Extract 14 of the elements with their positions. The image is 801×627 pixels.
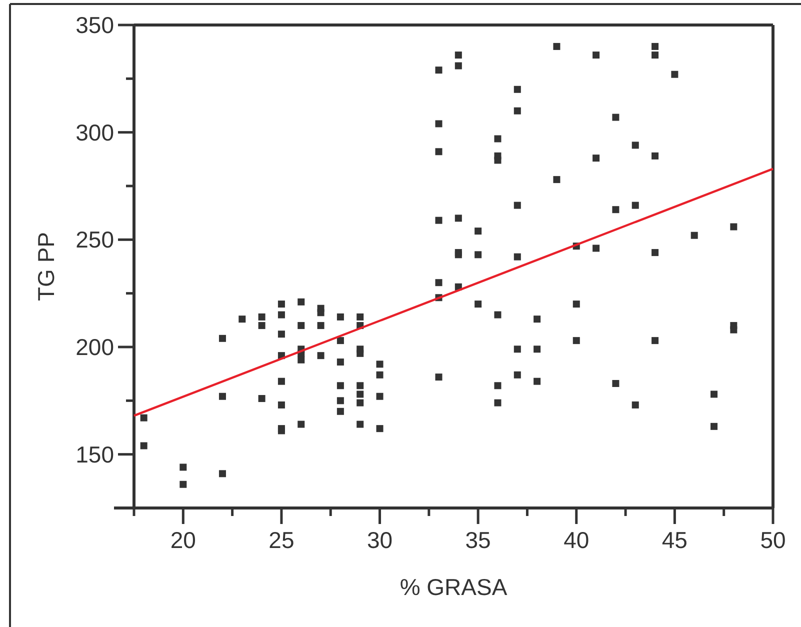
y-tick-label: 300 xyxy=(76,119,114,146)
x-tick-label: 40 xyxy=(564,527,590,553)
x-tick-label: 45 xyxy=(662,527,688,553)
x-tick-label: 35 xyxy=(465,527,491,553)
x-axis-title: % GRASA xyxy=(400,574,508,600)
y-tick-label: 200 xyxy=(76,334,114,360)
y-tick-label: 150 xyxy=(76,441,114,468)
x-tick-label: 30 xyxy=(366,527,393,553)
y-tick-label: 250 xyxy=(76,226,114,253)
x-tick-label: 50 xyxy=(760,527,786,553)
y-axis-title: TG PP xyxy=(33,232,59,302)
x-tick-label: 25 xyxy=(268,527,294,553)
y-tick-label: 350 xyxy=(76,12,114,38)
x-tick-label: 20 xyxy=(170,527,196,553)
